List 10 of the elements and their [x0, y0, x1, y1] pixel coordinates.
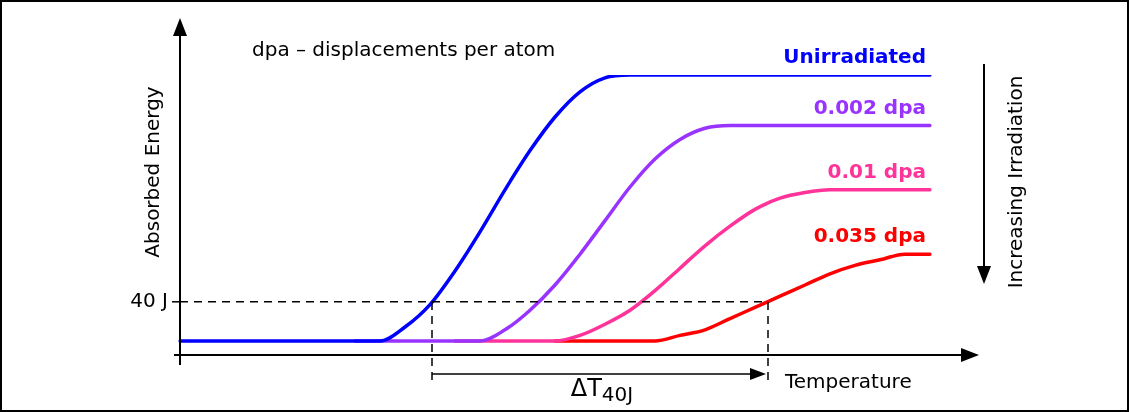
series-label: 0.01 dpa [827, 159, 926, 183]
text: ΔT$_{40J}$ [570, 373, 634, 407]
series-label: 0.035 dpa [813, 223, 926, 248]
series-label: 0.002 dpa [813, 94, 926, 119]
text: Increasing Irradiation [1003, 75, 1027, 289]
series-label: Unirradiated [783, 44, 926, 69]
x-axis-title: Temperature [785, 369, 912, 393]
y-axis-title: Absorbed Energy [140, 86, 164, 258]
ref-line-label: 40 J [130, 288, 168, 312]
text: dpa – displacements per atom [252, 37, 556, 61]
